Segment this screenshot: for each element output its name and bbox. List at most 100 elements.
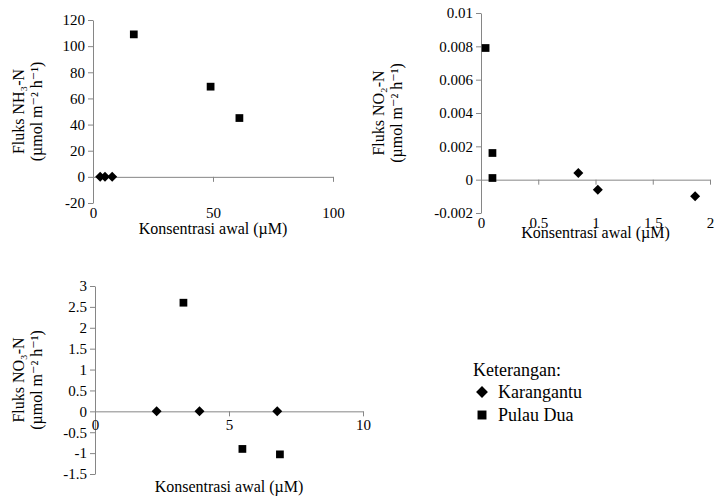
y-tick-mark xyxy=(88,125,93,126)
y-tick-mark xyxy=(88,72,93,73)
x-axis: 0 5 10 xyxy=(92,411,371,433)
y-tick-label: 0 xyxy=(78,169,86,185)
y-tick-label: 1.5 xyxy=(68,341,87,357)
y-tick-label: -1 xyxy=(75,445,88,461)
point xyxy=(152,406,162,416)
y-tick-mark xyxy=(90,370,95,371)
x-tick: 50 xyxy=(206,177,221,221)
y-axis: -0.00200.0020.0040.0060.0080.01 xyxy=(434,5,481,221)
y-tick-mark xyxy=(476,46,481,47)
x-tick-mark xyxy=(481,180,482,185)
x-axis-title: Konsentrasi awal (µM) xyxy=(155,478,304,496)
y-tick: 1 xyxy=(80,362,96,378)
x-tick-mark xyxy=(333,177,334,182)
y-tick: -1.5 xyxy=(63,466,95,482)
y-tick-label: -0.002 xyxy=(434,205,473,221)
series xyxy=(152,406,283,416)
y-tick: 0.004 xyxy=(439,105,481,121)
series xyxy=(130,31,243,122)
y-tick-label: 1 xyxy=(80,362,88,378)
x-tick-mark xyxy=(596,180,597,185)
legend-label: Karangantu xyxy=(498,382,582,402)
x-tick: 1.5 xyxy=(644,180,663,231)
figure: -20020406080100120050100Konsentrasi awal… xyxy=(0,0,722,496)
y-axis-title: Fluks NO₂-N xyxy=(370,70,387,156)
plot-area xyxy=(482,44,700,201)
x-tick-mark xyxy=(213,177,214,182)
x-tick: 10 xyxy=(356,411,371,433)
y-axis-title: Fluks NO₃-N xyxy=(10,337,27,423)
y-tick: 0.008 xyxy=(439,39,481,55)
x-tick: 0 xyxy=(478,180,486,231)
x-tick-mark xyxy=(538,180,539,185)
y-axis-line xyxy=(481,14,482,214)
x-tick-label: 0 xyxy=(92,417,100,433)
point xyxy=(236,114,244,122)
x-tick: 0 xyxy=(90,177,98,221)
x-tick-label: 5 xyxy=(226,417,234,433)
chart: -1.5 -1 -0.5 0 0.5 1 1.5 2 2.5 3 0 5 10 Konsentrasi a… xyxy=(10,278,371,496)
legend-title: Keterangan: xyxy=(473,360,561,380)
y-tick-mark xyxy=(88,46,93,47)
y-tick: 60 xyxy=(70,91,93,107)
x-axis: 00.511.52 xyxy=(478,180,715,231)
y-tick: -0.002 xyxy=(434,205,481,221)
point xyxy=(195,406,205,416)
y-tick-label: 100 xyxy=(63,38,86,54)
y-tick-label: -20 xyxy=(65,195,85,211)
point xyxy=(107,172,117,182)
y-tick-label: 0.006 xyxy=(439,72,473,88)
y-axis-line xyxy=(93,21,94,204)
x-axis-title: Konsentrasi awal (µM) xyxy=(521,224,670,242)
y-tick-label: -0.5 xyxy=(63,425,87,441)
y-tick-mark xyxy=(476,80,481,81)
y-tick-mark xyxy=(476,146,481,147)
series xyxy=(180,299,284,458)
y-tick: 3 xyxy=(80,278,96,294)
series xyxy=(95,172,117,182)
x-tick: 0 xyxy=(92,411,100,433)
y-tick-label: 2.5 xyxy=(68,299,87,315)
y-tick-mark xyxy=(476,13,481,14)
x-tick: 2 xyxy=(707,180,715,231)
x-tick-label: 100 xyxy=(322,205,345,221)
y-tick-mark xyxy=(90,286,95,287)
y-tick-mark xyxy=(476,180,481,181)
y-tick: 0.002 xyxy=(439,139,481,155)
legend-label: Pulau Dua xyxy=(498,405,574,425)
y-tick-mark xyxy=(90,474,95,475)
y-tick-mark xyxy=(90,453,95,454)
x-tick: 0.5 xyxy=(529,180,548,231)
y-tick-label: 3 xyxy=(80,278,88,294)
y-tick: 40 xyxy=(70,117,93,133)
point xyxy=(130,31,138,39)
x-axis: 0 50 100 xyxy=(90,177,345,221)
x-tick: 100 xyxy=(322,177,345,221)
x-tick-label: 0 xyxy=(478,215,486,231)
x-tick: 5 xyxy=(226,411,234,433)
x-axis-title: Konsentrasi awal (µM) xyxy=(139,220,288,238)
y-tick-mark xyxy=(90,307,95,308)
x-tick-mark xyxy=(710,180,711,185)
x-tick-mark xyxy=(229,411,230,416)
y-tick-label: 20 xyxy=(70,143,85,159)
y-tick: 2 xyxy=(80,320,96,336)
y-tick: 120 xyxy=(63,12,94,28)
point xyxy=(272,406,282,416)
legend-marker xyxy=(478,411,487,420)
x-tick-mark xyxy=(653,180,654,185)
y-tick-mark xyxy=(88,151,93,152)
chart: -20020406080100120050100Konsentrasi awal… xyxy=(10,12,345,238)
x-tick-label: 2 xyxy=(707,215,715,231)
x-tick-mark xyxy=(93,177,94,182)
y-tick-label: 120 xyxy=(63,12,86,28)
y-tick-label: 0.01 xyxy=(447,5,473,21)
y-tick-label: 0 xyxy=(80,404,88,420)
y-tick-mark xyxy=(90,411,95,412)
series xyxy=(573,168,700,201)
y-tick-label: 0.5 xyxy=(68,383,87,399)
legend-marker xyxy=(476,386,488,398)
y-tick: 1.5 xyxy=(68,341,95,357)
plot-area xyxy=(152,299,284,458)
y-tick-label: 0.008 xyxy=(439,39,473,55)
